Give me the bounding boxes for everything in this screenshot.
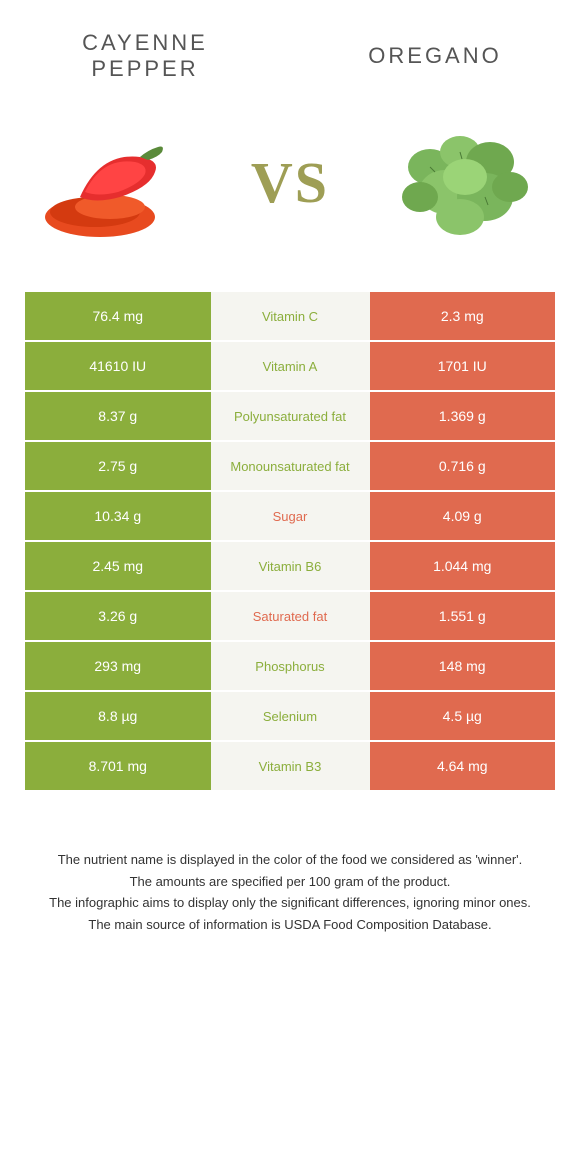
table-row: 293 mgPhosphorus148 mg <box>25 642 555 690</box>
food-left-title: CAYENNE PEPPER <box>45 30 245 82</box>
nutrient-label: Vitamin A <box>211 342 370 390</box>
vs-row: VS <box>25 112 555 292</box>
right-value: 1.369 g <box>370 392 556 440</box>
nutrient-label: Polyunsaturated fat <box>211 392 370 440</box>
right-value: 4.5 µg <box>370 692 556 740</box>
table-row: 8.8 µgSelenium4.5 µg <box>25 692 555 740</box>
left-value: 8.8 µg <box>25 692 211 740</box>
right-value: 0.716 g <box>370 442 556 490</box>
right-value: 1.044 mg <box>370 542 556 590</box>
right-value: 2.3 mg <box>370 292 556 340</box>
left-value: 293 mg <box>25 642 211 690</box>
left-value: 10.34 g <box>25 492 211 540</box>
table-row: 2.45 mgVitamin B61.044 mg <box>25 542 555 590</box>
comparison-table: 76.4 mgVitamin C2.3 mg41610 IUVitamin A1… <box>25 292 555 790</box>
right-value: 1.551 g <box>370 592 556 640</box>
left-value: 8.37 g <box>25 392 211 440</box>
right-value: 148 mg <box>370 642 556 690</box>
table-row: 10.34 gSugar4.09 g <box>25 492 555 540</box>
footer-line: The infographic aims to display only the… <box>25 893 555 913</box>
header: CAYENNE PEPPER OREGANO <box>25 20 555 112</box>
oregano-image <box>385 112 545 252</box>
left-value: 8.701 mg <box>25 742 211 790</box>
vs-label: VS <box>251 149 329 216</box>
nutrient-label: Sugar <box>211 492 370 540</box>
nutrient-label: Saturated fat <box>211 592 370 640</box>
nutrient-label: Monounsaturated fat <box>211 442 370 490</box>
nutrient-label: Selenium <box>211 692 370 740</box>
nutrient-label: Vitamin B6 <box>211 542 370 590</box>
left-value: 2.75 g <box>25 442 211 490</box>
nutrient-label: Vitamin B3 <box>211 742 370 790</box>
footer-line: The nutrient name is displayed in the co… <box>25 850 555 870</box>
left-value: 3.26 g <box>25 592 211 640</box>
left-value: 2.45 mg <box>25 542 211 590</box>
table-row: 76.4 mgVitamin C2.3 mg <box>25 292 555 340</box>
nutrient-label: Phosphorus <box>211 642 370 690</box>
table-row: 41610 IUVitamin A1701 IU <box>25 342 555 390</box>
food-right-title: OREGANO <box>335 43 535 69</box>
cayenne-pepper-image <box>35 112 195 252</box>
table-row: 2.75 gMonounsaturated fat0.716 g <box>25 442 555 490</box>
table-row: 8.701 mgVitamin B34.64 mg <box>25 742 555 790</box>
left-value: 41610 IU <box>25 342 211 390</box>
right-value: 4.09 g <box>370 492 556 540</box>
nutrient-label: Vitamin C <box>211 292 370 340</box>
left-value: 76.4 mg <box>25 292 211 340</box>
table-row: 3.26 gSaturated fat1.551 g <box>25 592 555 640</box>
footer-line: The amounts are specified per 100 gram o… <box>25 872 555 892</box>
right-value: 1701 IU <box>370 342 556 390</box>
right-value: 4.64 mg <box>370 742 556 790</box>
footer-line: The main source of information is USDA F… <box>25 915 555 935</box>
table-row: 8.37 gPolyunsaturated fat1.369 g <box>25 392 555 440</box>
footer-notes: The nutrient name is displayed in the co… <box>25 850 555 934</box>
